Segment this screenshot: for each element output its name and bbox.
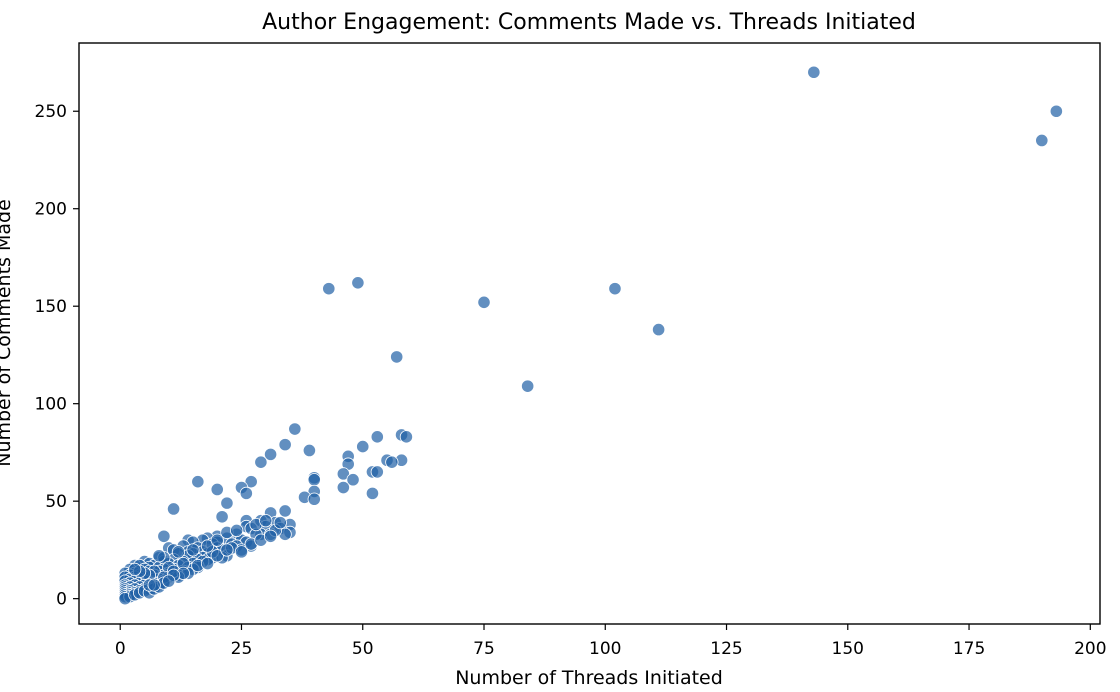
data-point [263,529,278,543]
data-point [278,438,292,452]
data-point [288,422,302,436]
data-point [239,486,253,500]
data-point [1049,104,1063,118]
x-tick-label: 100 [589,639,621,659]
y-tick-label: 0 [56,590,67,610]
data-point [157,529,171,543]
data-point [307,492,321,506]
x-tick-label: 175 [953,639,985,659]
data-point [152,549,166,563]
data-point [230,523,244,538]
y-tick-label: 100 [35,395,67,415]
data-point [608,282,622,296]
data-point [220,496,234,510]
data-point [200,556,215,571]
data-point [477,295,491,309]
data-point [215,510,229,524]
data-point [390,350,404,364]
data-point [336,467,350,481]
data-point [171,545,186,559]
data-point [210,549,224,563]
data-point [162,574,176,588]
data-point [370,465,384,479]
data-point [147,578,161,592]
data-point [254,455,268,469]
x-tick-label: 75 [473,639,495,659]
data-point [302,443,316,458]
data-point [336,480,350,495]
plot-frame [78,42,1101,625]
data-point [807,65,821,79]
data-point [365,486,380,500]
x-tick-label: 0 [115,639,126,659]
data-point [278,504,292,518]
y-tick-label: 250 [35,102,67,122]
data-point [220,543,234,557]
y-axis: 0 50 100 150 200 250 [35,102,79,610]
y-tick-label: 200 [35,200,67,220]
x-tick-label: 150 [832,639,864,659]
x-tick-label: 50 [352,639,374,659]
data-point [186,543,200,557]
data-point [356,439,370,454]
data-point [1035,133,1049,148]
data-point [191,475,205,489]
y-tick-label: 50 [45,492,67,512]
x-axis-label: Number of Threads Initiated [455,667,723,689]
x-tick-label: 125 [710,639,742,659]
x-axis: 0 25 50 75 100 125 150 175 200 [115,624,1107,659]
data-point [351,276,365,290]
y-axis-label: Number of Comments Made [0,199,15,467]
data-point [128,562,142,577]
data-point [307,473,321,487]
data-point [399,430,413,444]
x-tick-label: 200 [1074,639,1106,659]
data-points [118,65,1063,606]
data-point [210,482,224,497]
data-point [652,323,666,337]
data-point [521,379,535,393]
data-point [244,475,258,489]
data-point [263,447,278,461]
data-point [322,282,336,296]
data-point [346,473,360,487]
y-tick-label: 150 [35,297,67,317]
data-point [166,502,181,516]
x-tick-label: 25 [231,639,253,659]
data-point [210,533,224,547]
data-point [385,455,399,469]
data-point [200,539,215,553]
data-point [370,430,384,444]
data-point [273,516,287,530]
data-point [234,545,249,559]
data-point [259,514,273,528]
chart-title: Author Engagement: Comments Made vs. Thr… [262,10,916,35]
